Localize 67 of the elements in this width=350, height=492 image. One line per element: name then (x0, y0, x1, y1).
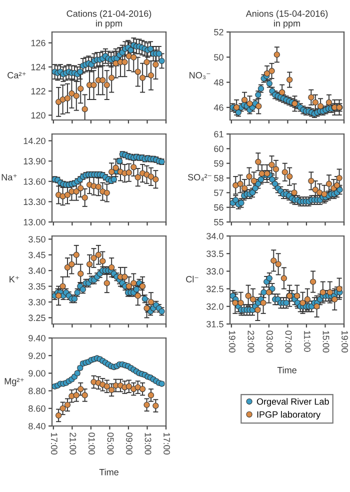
y-tick-label: 120 (31, 112, 46, 119)
y-tick-label: 14.20 (24, 138, 46, 144)
y-tick-label: 56 (214, 204, 224, 211)
x-tick-label: 21:00 (70, 432, 76, 454)
x-tick-label: 09:00 (126, 432, 132, 454)
x-axis-title: Time (277, 366, 296, 374)
y-axis-title: Ca²⁺ (8, 72, 26, 78)
y-tick-label: 34.0 (206, 232, 224, 240)
y-tick-label: 31.5 (206, 320, 224, 328)
x-tick-label: 19:00 (342, 330, 348, 352)
legend-label: IPGP laboratory (257, 411, 321, 420)
y-tick-label: 3.45 (28, 252, 46, 258)
y-tick-label: 9.20 (28, 352, 46, 359)
y-tick-label: 8.40 (28, 422, 46, 430)
y-axis-title: K⁺ (10, 276, 20, 282)
y-tick-label: 126 (31, 40, 46, 46)
y-tick-label: 48 (214, 79, 224, 86)
x-axis-title: Time (99, 468, 118, 476)
chart-title: Cations (21-04-2016) (66, 10, 152, 19)
y-tick-label: 13.30 (24, 198, 46, 206)
y-tick-label: 3.35 (28, 283, 46, 290)
x-tick-label: 03:00 (266, 330, 273, 352)
y-tick-label: 32.0 (206, 303, 224, 310)
y-tick-label: 50 (214, 54, 224, 61)
y-tick-label: 122 (31, 88, 46, 94)
y-tick-label: 8.80 (28, 388, 46, 394)
x-tick-label: 07:00 (285, 330, 292, 352)
y-axis-title: SO₄²⁻ (188, 174, 212, 182)
y-tick-label: 61 (214, 130, 224, 138)
legend-label: Orgeval River Lab (256, 398, 329, 407)
x-tick-label: 19:00 (228, 330, 236, 352)
y-axis-title: NO₃⁻ (190, 72, 210, 80)
y-tick-label: 46 (214, 104, 224, 111)
x-tick-label: 23:00 (248, 330, 254, 352)
y-tick-label: 9.40 (28, 334, 46, 342)
y-axis-title: Mg²⁺ (4, 378, 24, 386)
y-tick-label: 8.60 (28, 405, 46, 412)
y-tick-label: 59 (214, 160, 224, 167)
x-tick-label: 15:00 (322, 330, 330, 352)
chart-subtitle: in ppm (96, 20, 122, 28)
y-tick-label: 3.30 (28, 298, 46, 306)
y-tick-label: 3.25 (28, 314, 46, 322)
y-tick-label: 33.5 (206, 250, 224, 257)
y-axis-title: Cl⁻ (186, 276, 198, 282)
chart-title: Anions (15-04-2016) (246, 10, 328, 19)
y-tick-label: 9.00 (28, 370, 46, 377)
x-tick-label: 01:00 (88, 432, 95, 454)
x-tick-label: 13:00 (144, 432, 152, 454)
y-axis-title: Na⁺ (2, 174, 17, 180)
x-tick-label: 17:00 (50, 432, 58, 454)
y-tick-label: 124 (31, 64, 46, 70)
x-tick-label: 05:00 (107, 432, 114, 454)
y-tick-label: 3.50 (28, 236, 46, 243)
y-tick-label: 13.90 (24, 158, 46, 164)
x-tick-label: 17:00 (164, 432, 170, 454)
chart-subtitle: in ppm (274, 20, 300, 28)
y-tick-label: 58 (214, 174, 224, 182)
y-tick-label: 33.0 (206, 268, 224, 275)
y-tick-label: 60 (214, 146, 224, 152)
y-tick-label: 32.5 (206, 286, 224, 292)
y-tick-label: 52 (214, 28, 224, 36)
y-tick-label: 57 (214, 190, 224, 196)
y-tick-label: 3.40 (28, 268, 46, 274)
y-tick-label: 13.60 (24, 178, 46, 185)
x-tick-label: 11:00 (304, 330, 310, 352)
y-tick-label: 55 (214, 219, 224, 226)
y-tick-label: 13.00 (24, 218, 46, 226)
